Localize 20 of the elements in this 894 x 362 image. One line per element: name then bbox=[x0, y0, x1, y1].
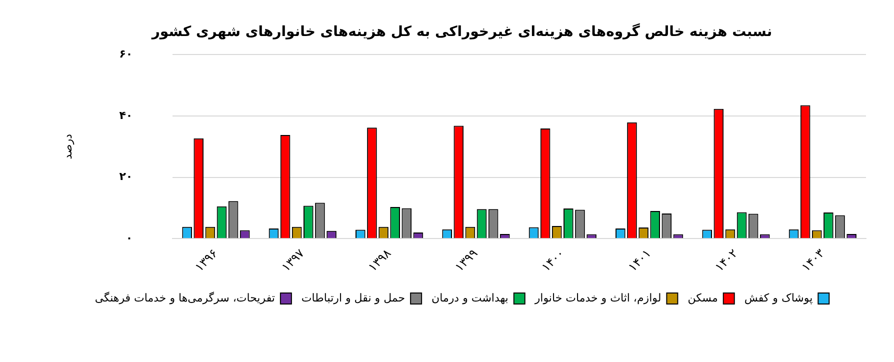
x-tick-label: ۱۴۰۳ bbox=[798, 246, 828, 274]
y-tick-label: ۴۰ bbox=[119, 108, 133, 122]
legend-label: لوازم، اثاث و خدمات خانوار bbox=[534, 291, 662, 304]
y-axis-title: درصد bbox=[61, 134, 74, 160]
legend-label: بهداشت و درمان bbox=[432, 291, 508, 304]
x-tick-label: ۱۳۹۸ bbox=[366, 246, 394, 274]
y-tick-label: ۰ bbox=[126, 231, 133, 244]
x-tick-label: ۱۳۹۶ bbox=[192, 246, 220, 274]
y-tick-label: ۶۰ bbox=[119, 47, 133, 60]
x-tick-label: ۱۴۰۲ bbox=[712, 246, 740, 274]
legend-label: مسکن bbox=[688, 291, 718, 304]
y-tick-label: ۲۰ bbox=[119, 170, 133, 184]
x-tick-label: ۱۴۰۰ bbox=[538, 246, 567, 274]
x-tick-label: ۱۳۹۹ bbox=[452, 246, 480, 274]
x-tick-label: ۱۴۰۱ bbox=[626, 246, 654, 274]
legend-label: پوشاک و کفش bbox=[744, 291, 813, 304]
chart-title: نسبت هزینه خالص گروه‌های هزینه‌ای غیرخوراکی به کل هزینه‌های خانوارهای شهری کشور bbox=[150, 22, 772, 40]
x-tick-label: ۱۳۹۷ bbox=[278, 246, 308, 274]
legend-label: تفریحات، سرگرمی‌ها و خدمات فرهنگی bbox=[94, 291, 275, 304]
legend-label: حمل و نقل و ارتباطات bbox=[301, 291, 406, 304]
